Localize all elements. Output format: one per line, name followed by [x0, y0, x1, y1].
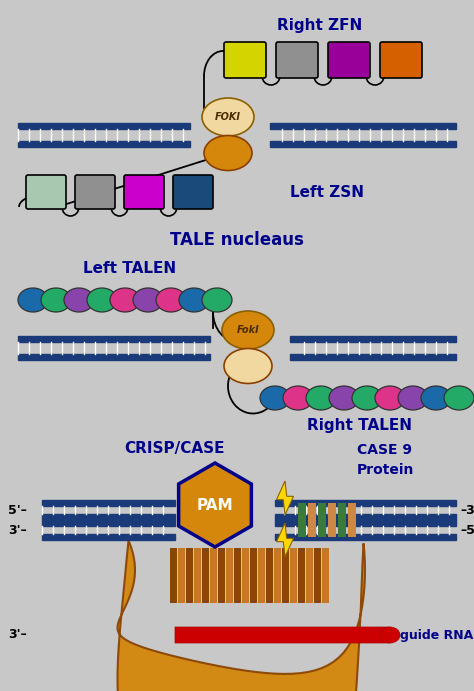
FancyBboxPatch shape	[173, 175, 213, 209]
Bar	[322, 548, 329, 603]
Text: FOKI: FOKI	[215, 112, 241, 122]
Text: guide RNA: guide RNA	[400, 629, 473, 641]
Bar	[290, 548, 297, 603]
Polygon shape	[276, 523, 293, 557]
Bar	[210, 548, 217, 603]
Ellipse shape	[352, 386, 382, 410]
Ellipse shape	[202, 98, 254, 136]
Bar	[18, 354, 210, 360]
Bar	[306, 548, 313, 603]
Bar	[308, 503, 316, 537]
Bar	[170, 548, 177, 603]
Ellipse shape	[202, 288, 232, 312]
FancyBboxPatch shape	[328, 42, 370, 78]
Text: –3': –3'	[460, 504, 474, 516]
Ellipse shape	[329, 386, 359, 410]
Bar	[270, 123, 456, 129]
Bar	[178, 548, 185, 603]
Bar	[298, 548, 305, 603]
FancyBboxPatch shape	[276, 42, 318, 78]
Text: Right TALEN: Right TALEN	[308, 417, 412, 433]
Ellipse shape	[283, 386, 313, 410]
Bar	[282, 548, 289, 603]
Text: FokI: FokI	[237, 325, 259, 335]
Bar	[275, 514, 456, 520]
Ellipse shape	[306, 386, 336, 410]
Polygon shape	[276, 481, 293, 515]
Bar	[234, 548, 241, 603]
Bar	[290, 336, 456, 342]
Ellipse shape	[110, 288, 140, 312]
Bar	[318, 503, 326, 537]
Bar	[266, 548, 273, 603]
FancyBboxPatch shape	[380, 42, 422, 78]
Bar	[314, 548, 321, 603]
Text: –5': –5'	[460, 524, 474, 536]
Text: Left TALEN: Left TALEN	[83, 261, 176, 276]
FancyBboxPatch shape	[75, 175, 115, 209]
Bar	[298, 503, 306, 537]
Bar	[18, 141, 190, 147]
Bar	[42, 520, 175, 526]
FancyBboxPatch shape	[124, 175, 164, 209]
Bar	[18, 123, 190, 129]
Ellipse shape	[260, 386, 290, 410]
Bar	[275, 520, 456, 526]
Bar	[275, 534, 456, 540]
Bar	[338, 503, 346, 537]
Text: Right ZFN: Right ZFN	[277, 18, 363, 33]
Text: CRISP/CASE: CRISP/CASE	[125, 440, 225, 455]
Text: Left ZSN: Left ZSN	[290, 184, 364, 200]
Ellipse shape	[224, 348, 272, 384]
Bar	[42, 514, 175, 520]
Bar	[258, 548, 265, 603]
Ellipse shape	[375, 386, 405, 410]
Text: 3'–: 3'–	[8, 629, 27, 641]
Text: 3'–: 3'–	[8, 524, 27, 536]
Ellipse shape	[204, 135, 252, 171]
Bar	[42, 500, 175, 506]
Ellipse shape	[398, 386, 428, 410]
Ellipse shape	[156, 288, 186, 312]
Bar	[226, 548, 233, 603]
Bar	[290, 354, 456, 360]
Text: 5'–: 5'–	[8, 504, 27, 516]
Ellipse shape	[87, 288, 117, 312]
Ellipse shape	[421, 386, 451, 410]
Bar	[242, 548, 249, 603]
Bar	[18, 336, 210, 342]
Ellipse shape	[41, 288, 71, 312]
FancyBboxPatch shape	[175, 627, 390, 643]
Ellipse shape	[133, 288, 163, 312]
Ellipse shape	[444, 386, 474, 410]
Bar	[202, 548, 209, 603]
Bar	[218, 548, 225, 603]
Ellipse shape	[380, 627, 400, 643]
Bar	[194, 548, 201, 603]
Ellipse shape	[222, 311, 274, 349]
Text: PAM: PAM	[197, 498, 233, 513]
Ellipse shape	[179, 288, 209, 312]
Ellipse shape	[18, 288, 48, 312]
Bar	[42, 534, 175, 540]
Bar	[186, 548, 193, 603]
Bar	[274, 548, 281, 603]
FancyBboxPatch shape	[26, 175, 66, 209]
Bar	[250, 548, 257, 603]
FancyBboxPatch shape	[224, 42, 266, 78]
Polygon shape	[179, 463, 251, 547]
Bar	[270, 141, 456, 147]
Text: CASE 9
Protein: CASE 9 Protein	[356, 443, 414, 477]
Bar	[328, 503, 336, 537]
Ellipse shape	[64, 288, 94, 312]
Bar	[348, 503, 356, 537]
Text: TALE nucleaus: TALE nucleaus	[170, 231, 304, 249]
Bar	[275, 500, 456, 506]
Polygon shape	[118, 540, 365, 691]
